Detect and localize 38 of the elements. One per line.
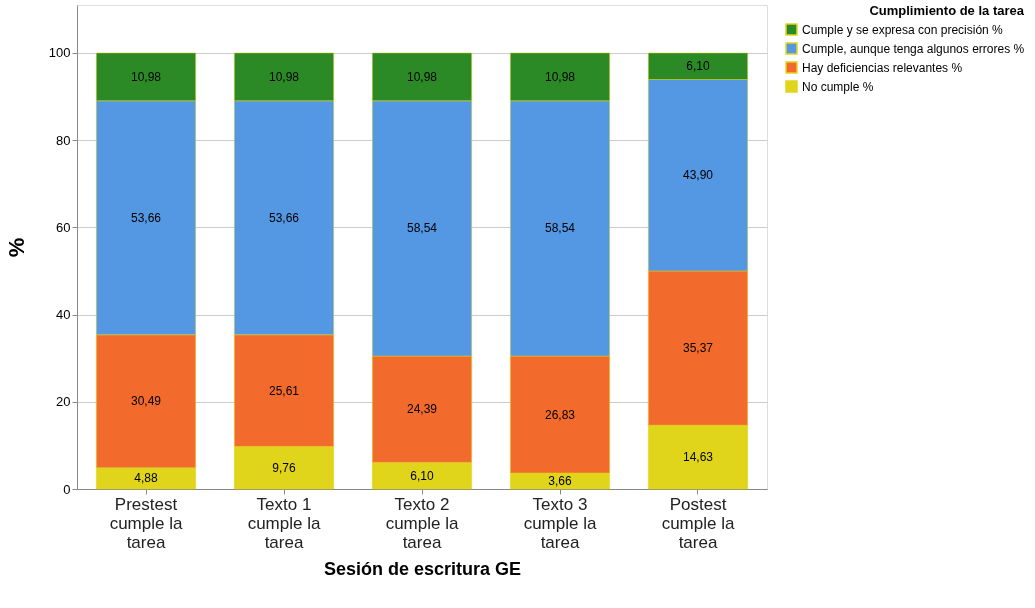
data-label: 58,54 [544, 221, 576, 236]
x-tick-label: Postest cumple la tarea [661, 494, 735, 552]
data-label: 43,90 [682, 168, 714, 183]
data-label: 24,39 [406, 402, 438, 417]
data-label: 10,98 [406, 69, 438, 84]
x-tick-label: Texto 3 cumple la tarea [523, 494, 597, 552]
y-tick-label: 100 [48, 45, 71, 61]
legend-label: Hay deficiencias relevantes % [802, 60, 963, 75]
data-label: 26,83 [544, 407, 576, 422]
legend-title: Cumplimiento de la tarea [869, 3, 1025, 18]
y-tick-label: 40 [56, 307, 71, 323]
data-label: 53,66 [268, 210, 300, 225]
y-tick-label: 0 [63, 481, 71, 497]
x-tick-label: Prestest cumple la tarea [109, 494, 183, 552]
y-tick-label: 60 [56, 219, 71, 235]
data-label: 10,98 [544, 69, 576, 84]
data-label: 10,98 [130, 69, 162, 84]
y-tick-label: 80 [56, 132, 71, 148]
data-label: 6,10 [410, 468, 434, 483]
data-label: 30,49 [130, 394, 162, 409]
x-tick-label: Texto 1 cumple la tarea [247, 494, 321, 552]
data-label: 58,54 [406, 221, 438, 236]
x-axis-title: Sesión de escritura GE [323, 558, 522, 579]
y-axis-title: % [3, 237, 29, 258]
legend-label: Cumple, aunque tenga algunos errores % [802, 41, 1025, 56]
legend-label: Cumple y se expresa con precisión % [802, 22, 1004, 37]
x-tick-label: Texto 2 cumple la tarea [385, 494, 459, 552]
y-tick-label: 20 [56, 394, 71, 410]
data-label: 9,76 [272, 460, 296, 475]
data-label: 10,98 [268, 69, 300, 84]
data-label: 14,63 [682, 450, 714, 465]
data-label: 35,37 [682, 341, 714, 356]
data-label: 4,88 [134, 471, 158, 486]
legend-label: No cumple % [802, 79, 874, 94]
data-label: 3,66 [548, 474, 572, 489]
data-label: 6,10 [686, 59, 710, 74]
data-label: 25,61 [268, 383, 300, 398]
data-label: 53,66 [130, 210, 162, 225]
